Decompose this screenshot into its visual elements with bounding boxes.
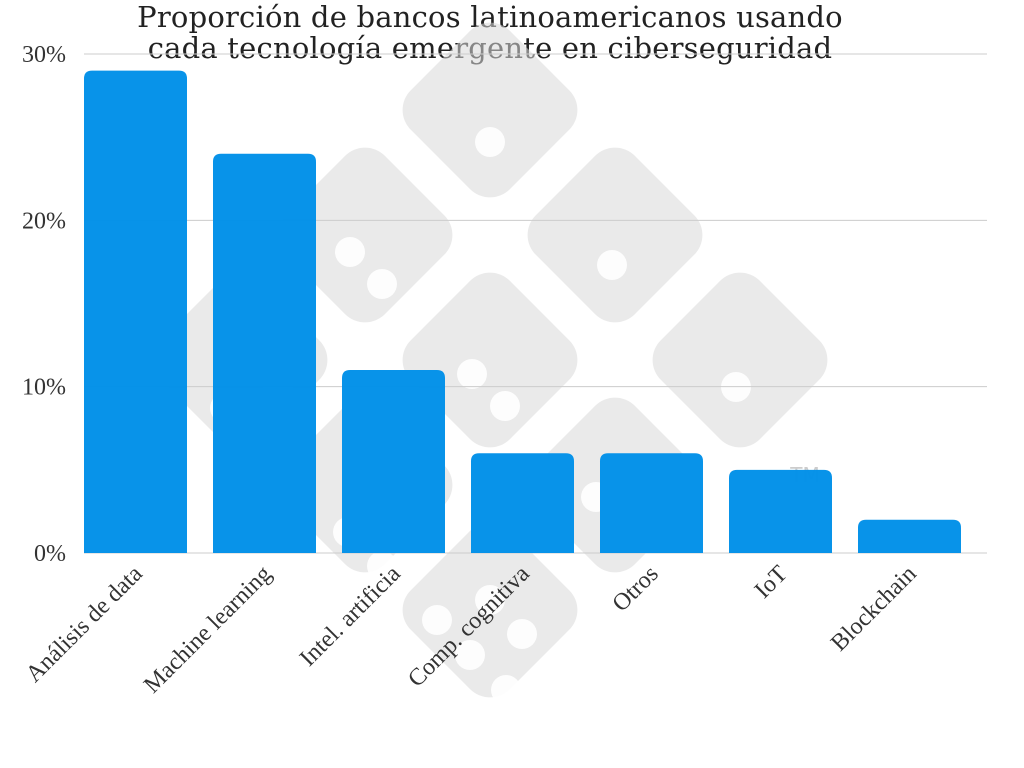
bar: [729, 469, 832, 553]
bar: [858, 519, 961, 553]
x-tick-label: IoT: [750, 561, 793, 604]
y-tick-label: 10%: [22, 375, 66, 401]
x-tick-label: Intel. artificia: [295, 561, 406, 672]
x-tick-label: Análisis de data: [21, 561, 148, 688]
y-tick-label: 20%: [22, 208, 66, 234]
y-tick-label: 0%: [34, 541, 66, 567]
x-tick-label: Machine learning: [139, 561, 277, 699]
x-tick-label: Blockchain: [826, 561, 922, 657]
bar: [600, 453, 703, 553]
bar: [84, 70, 187, 553]
bar: [471, 453, 574, 553]
bar: [213, 153, 316, 554]
y-tick-label: 30%: [22, 42, 66, 68]
bar: [342, 370, 445, 553]
